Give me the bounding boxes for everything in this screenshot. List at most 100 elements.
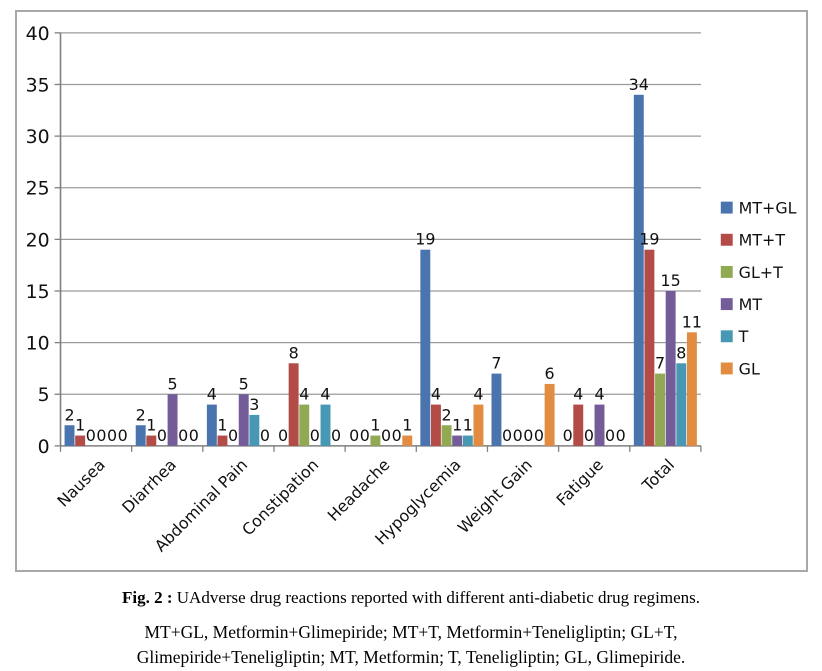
bar-value-label: 4	[431, 385, 441, 404]
figure-caption-label: Fig. 2 :	[122, 588, 173, 607]
bar-value-label: 0	[381, 426, 391, 445]
bar-value-label: 7	[491, 354, 501, 373]
bar	[420, 249, 431, 446]
bar-value-label: 0	[157, 426, 167, 445]
bar-value-label: 4	[207, 385, 217, 404]
bar-value-label: 0	[534, 426, 544, 445]
y-tick-label: 40	[26, 23, 50, 45]
bar-value-label: 0	[178, 426, 188, 445]
bar-value-label: 0	[331, 426, 341, 445]
legend-swatch	[720, 233, 733, 246]
bar-value-label: 2	[136, 405, 146, 424]
bar-value-label: 2	[64, 405, 74, 424]
bar-value-label: 1	[463, 416, 473, 435]
bar-value-label: 0	[513, 426, 523, 445]
bar	[288, 363, 299, 446]
bar-value-label: 0	[616, 426, 626, 445]
bar-value-label: 5	[239, 374, 249, 393]
bar-value-label: 0	[310, 426, 320, 445]
bar	[320, 404, 331, 446]
bar	[64, 425, 75, 446]
bar-value-label: 0	[502, 426, 512, 445]
legend-swatch	[720, 330, 733, 343]
bar-value-label: 4	[320, 385, 330, 404]
bar-value-label: 11	[682, 312, 702, 331]
bar-value-label: 0	[523, 426, 533, 445]
bar-value-label: 1	[370, 416, 380, 435]
bar	[544, 383, 555, 446]
bar	[370, 435, 381, 446]
bar	[238, 394, 249, 446]
y-tick-label: 0	[38, 436, 50, 458]
bar-value-label: 5	[168, 374, 178, 393]
x-category-label: Headache	[324, 455, 394, 525]
x-category-label: Weight Gain	[454, 455, 536, 537]
bar-value-label: 0	[605, 426, 615, 445]
figure-abbreviations: MT+GL, Metformin+Glimepiride; MT+T, Metf…	[136, 622, 686, 668]
bar-value-label: 1	[402, 416, 412, 435]
bar	[441, 425, 452, 446]
legend-label: GL+T	[739, 263, 783, 282]
bar-value-label: 6	[545, 364, 555, 383]
bar	[644, 249, 655, 446]
bar-chart: 0 5 10 15 20 25 30 35 40 2 1 0 0 0 0 Nausea 2 1 0 5 0 0 Diarrh…	[15, 10, 808, 572]
bar-value-label: 0	[189, 426, 199, 445]
x-category-label: Fatigue	[553, 455, 607, 509]
bar-value-label: 0	[96, 426, 106, 445]
bar	[452, 435, 463, 446]
bar-value-label: 0	[349, 426, 359, 445]
bar-value-label: 1	[452, 416, 462, 435]
legend-swatch	[720, 265, 733, 278]
x-category-label: Total	[638, 455, 678, 495]
bar-value-label: 1	[75, 416, 85, 435]
bar-value-label: 1	[217, 416, 227, 435]
bar	[249, 414, 260, 446]
bar-value-label: 8	[289, 343, 299, 362]
bar	[299, 404, 310, 446]
x-category-label: Nausea	[53, 455, 108, 510]
legend-swatch	[720, 298, 733, 311]
bar-value-label: 0	[228, 426, 238, 445]
y-tick-label: 10	[26, 333, 50, 355]
legend-swatch	[720, 362, 733, 375]
figure-caption: Fig. 2 : UAdverse drug reactions reporte…	[0, 588, 822, 608]
x-category-label: Constipation	[238, 455, 322, 539]
legend-label: T	[738, 327, 749, 346]
bar-value-label: 0	[107, 426, 117, 445]
figure-caption-text: UAdverse drug reactions reported with di…	[172, 588, 700, 607]
legend-swatch	[720, 201, 733, 214]
y-tick-label: 5	[38, 384, 50, 406]
bar-value-label: 4	[573, 385, 583, 404]
bar-value-label: 7	[655, 354, 665, 373]
bar	[430, 404, 441, 446]
legend-label: GL	[739, 359, 760, 378]
x-category-label: Diarrhea	[118, 455, 180, 517]
bar-value-label: 0	[86, 426, 96, 445]
bar	[75, 435, 86, 446]
bar-value-label: 0	[278, 426, 288, 445]
bar	[665, 291, 676, 446]
bar-value-label: 4	[299, 385, 309, 404]
bar	[633, 94, 644, 446]
bar	[676, 363, 687, 446]
y-tick-label: 30	[26, 126, 50, 148]
bar-value-label: 15	[661, 271, 681, 290]
bar-value-label: 0	[260, 426, 270, 445]
bar	[402, 435, 413, 446]
bar-value-label: 1	[146, 416, 156, 435]
bar-value-label: 2	[442, 405, 452, 424]
bar	[206, 404, 217, 446]
bar	[655, 373, 665, 446]
bar-value-label: 34	[629, 75, 649, 94]
y-tick-label: 20	[26, 229, 50, 251]
y-tick-label: 15	[26, 281, 50, 303]
bar	[473, 404, 484, 446]
bar-value-label: 0	[118, 426, 128, 445]
legend-label: MT+T	[739, 231, 786, 250]
bar-value-label: 0	[563, 426, 573, 445]
bar-value-label: 8	[676, 343, 686, 362]
bar-value-label: 4	[594, 385, 604, 404]
bar	[217, 435, 228, 446]
